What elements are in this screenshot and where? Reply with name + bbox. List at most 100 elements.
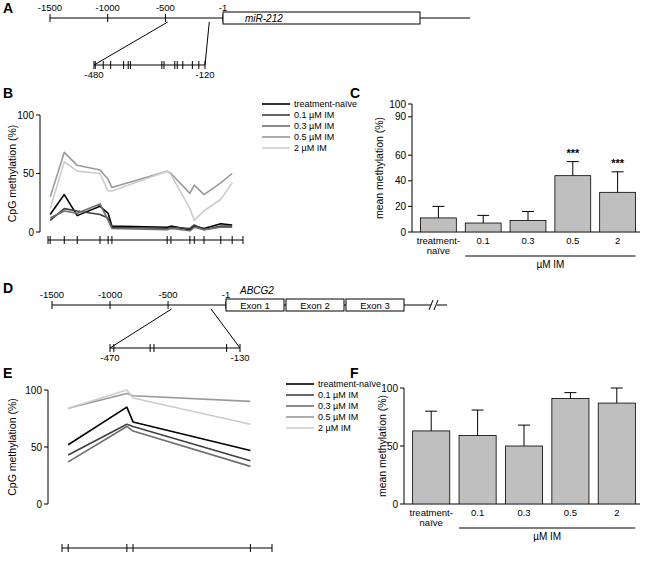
cpg-tick <box>126 544 127 552</box>
y-tick-label: 0 <box>400 227 406 238</box>
scale-tick <box>165 14 166 22</box>
legend-swatch <box>262 136 290 138</box>
exon-label: Exon 3 <box>360 300 390 311</box>
x-tick-label: 0.5 <box>566 235 579 246</box>
error-stem <box>616 388 617 403</box>
bar <box>600 192 636 232</box>
error-stem <box>528 212 529 221</box>
cpg-tick <box>150 344 151 352</box>
error-stem <box>483 215 484 223</box>
y-axis-label: CpG methylation (%) <box>6 398 18 495</box>
y-tick-label: 50 <box>387 441 399 452</box>
y-tick-label: 20 <box>395 201 407 212</box>
cpg-tick <box>68 544 69 552</box>
cpg-tick <box>182 61 183 69</box>
region-label: -120 <box>195 69 214 80</box>
cpg-tick <box>50 236 51 244</box>
y-axis-label: mean methylation (%) <box>373 117 385 219</box>
panel-label: F <box>350 365 359 381</box>
panel-label: E <box>3 365 12 381</box>
scale-tick <box>107 14 108 22</box>
series-line <box>68 424 250 460</box>
error-cap <box>567 161 579 162</box>
error-bar <box>522 212 534 221</box>
legend-swatch <box>286 383 314 385</box>
error-bar <box>477 215 489 223</box>
error-cap <box>477 215 489 216</box>
cpg-tick <box>204 236 205 244</box>
cpg-tick <box>163 61 164 69</box>
exon-label: Exon 1 <box>240 300 270 311</box>
legend-swatch <box>286 416 314 418</box>
y-tick-label: 100 <box>17 110 34 121</box>
zoom-line <box>94 22 168 65</box>
x-tick-label-part: 0.5 <box>564 507 577 518</box>
legend-label: 2 µM IM <box>294 143 327 153</box>
cpg-tick <box>153 344 154 352</box>
scale-label: -1 <box>222 289 230 300</box>
cpg-tick <box>111 236 112 244</box>
plot-area <box>420 162 635 232</box>
cpg-tick <box>130 61 131 69</box>
y-tick-label: 100 <box>25 385 42 396</box>
error-bar <box>472 410 484 436</box>
panel-label: C <box>350 85 360 101</box>
bar <box>598 403 635 504</box>
y-tick <box>408 206 412 207</box>
x-tick-label-part: naïve <box>420 517 443 528</box>
y-tick <box>44 447 48 448</box>
x-tick <box>48 236 49 244</box>
error-bar <box>564 393 576 399</box>
scale-label: -1000 <box>96 2 120 13</box>
legend-label: 0.3 µM IM <box>294 121 334 131</box>
region-tick <box>110 344 111 352</box>
x-tick-label: 2 <box>615 235 620 246</box>
y-tick-label: 40 <box>395 175 407 186</box>
series-line <box>50 195 232 230</box>
group-line <box>465 256 635 257</box>
scale-tick <box>52 301 53 309</box>
error-cap <box>432 206 444 207</box>
exon-box <box>286 299 344 311</box>
y-tick <box>400 388 404 389</box>
x-tick-label: 0.3 <box>521 235 534 246</box>
cpg-tick <box>250 544 251 552</box>
bar <box>555 176 591 232</box>
bar <box>510 220 546 232</box>
x-tick-label-part: naïve <box>427 245 450 256</box>
y-tick <box>400 446 404 447</box>
cpg-tick <box>103 61 104 69</box>
panel-label: B <box>3 85 13 101</box>
error-cap <box>522 211 534 212</box>
y-axis-label: mean methylation (%) <box>376 395 388 497</box>
plot-area <box>50 152 232 230</box>
group-line <box>459 528 635 529</box>
cpg-tick <box>198 61 199 69</box>
plot-area <box>413 388 636 504</box>
zoom-line <box>110 309 172 348</box>
cpg-tick <box>192 61 193 69</box>
region-tick <box>240 344 241 352</box>
bar <box>459 436 496 504</box>
zoom-line <box>205 22 209 65</box>
exon-label: Exon 2 <box>300 300 330 311</box>
y-tick <box>36 232 40 233</box>
series-line <box>68 390 250 424</box>
cpg-tick <box>113 344 114 352</box>
x-tick-label: treatment-naïve <box>410 507 453 528</box>
x-tick-label: 2 <box>614 507 619 518</box>
cpg-tick <box>95 61 96 69</box>
x-tick-label-part: 0.5 <box>566 235 579 246</box>
legend-label: 0.1 µM IM <box>318 390 358 400</box>
scale-label: -1000 <box>98 289 122 300</box>
gene-label: ABCG2 <box>239 285 274 296</box>
y-tick <box>44 390 48 391</box>
error-stem <box>431 411 432 431</box>
cpg-tick <box>128 61 129 69</box>
bar <box>413 431 450 504</box>
x-tick-label-part: 2 <box>615 235 620 246</box>
error-stem <box>524 425 525 446</box>
error-stem <box>477 410 478 436</box>
x-tick-label: 0.5 <box>564 507 577 518</box>
axis-break <box>429 300 433 310</box>
